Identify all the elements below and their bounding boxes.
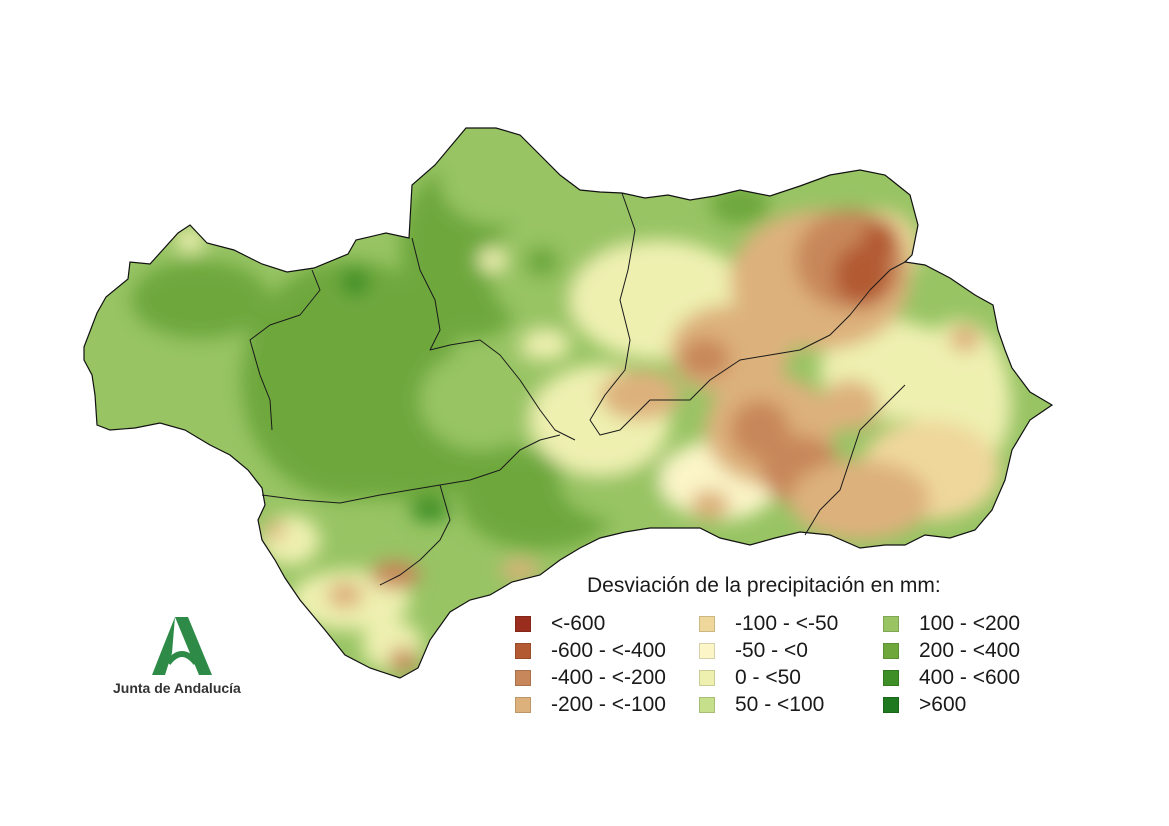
legend-column-3: 100 - <200 200 - <400 400 - <600 >600	[883, 610, 1020, 718]
legend-label: <-600	[551, 611, 606, 635]
legend-column-2: -100 - <-50 -50 - <0 0 - <50 50 - <100	[699, 610, 838, 718]
junta-de-andalucia-logo-icon	[152, 617, 212, 675]
legend-item: 100 - <200	[883, 610, 1020, 637]
legend-swatch	[699, 669, 715, 686]
legend-label: 100 - <200	[919, 611, 1021, 635]
legend-label: -200 - <-100	[551, 692, 666, 716]
legend-swatch	[515, 696, 531, 713]
legend-title: Desviación de la precipitación en mm:	[587, 574, 941, 597]
legend-item: -400 - <-200	[515, 664, 666, 691]
legend-item: 200 - <400	[883, 637, 1020, 664]
legend-swatch	[515, 615, 531, 632]
legend-item: >600	[883, 691, 1020, 718]
legend: <-600 -600 - <-400 -400 - <-200 -200 - <…	[515, 610, 1075, 720]
legend-swatch	[883, 669, 899, 686]
legend-label: -50 - <0	[735, 638, 808, 662]
legend-label: -600 - <-400	[551, 638, 666, 662]
legend-swatch	[515, 642, 531, 659]
legend-swatch	[883, 615, 899, 632]
legend-item: 400 - <600	[883, 664, 1020, 691]
precipitation-surface	[84, 128, 1052, 678]
legend-item: -600 - <-400	[515, 637, 666, 664]
legend-label: >600	[919, 692, 967, 716]
legend-item: <-600	[515, 610, 666, 637]
legend-item: 50 - <100	[699, 691, 838, 718]
legend-swatch	[699, 642, 715, 659]
legend-label: -100 - <-50	[735, 611, 839, 635]
legend-label: 0 - <50	[735, 665, 801, 689]
legend-label: -400 - <-200	[551, 665, 666, 689]
legend-item: -50 - <0	[699, 637, 838, 664]
legend-item: 0 - <50	[699, 664, 838, 691]
legend-swatch	[883, 642, 899, 659]
legend-swatch	[699, 696, 715, 713]
legend-label: 50 - <100	[735, 692, 825, 716]
logo-text: Junta de Andalucía	[113, 680, 241, 696]
legend-item: -100 - <-50	[699, 610, 838, 637]
legend-swatch	[699, 615, 715, 632]
legend-column-1: <-600 -600 - <-400 -400 - <-200 -200 - <…	[515, 610, 666, 718]
province-boundaries	[249, 192, 906, 586]
legend-label: 200 - <400	[919, 638, 1021, 662]
legend-swatch	[515, 669, 531, 686]
legend-item: -200 - <-100	[515, 691, 666, 718]
legend-label: 400 - <600	[919, 665, 1021, 689]
legend-swatch	[883, 696, 899, 713]
